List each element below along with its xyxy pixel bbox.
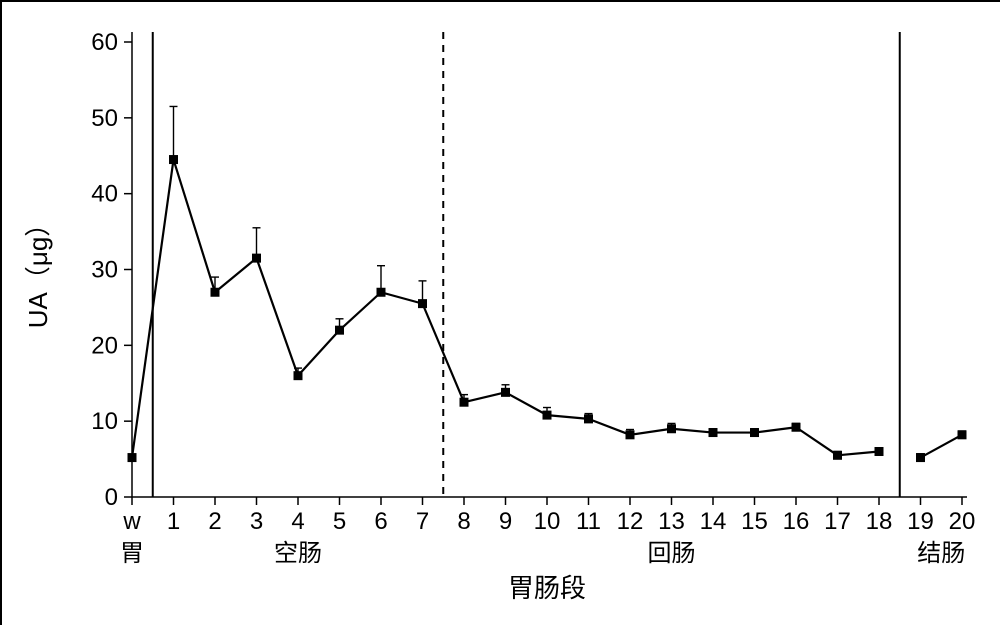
y-tick-label: 60 bbox=[91, 29, 118, 56]
x-tick-label: 3 bbox=[250, 508, 263, 535]
chart-frame: 0102030405060w12345678910111213141516171… bbox=[0, 0, 1000, 625]
y-tick-label: 20 bbox=[91, 332, 118, 359]
x-tick-label: 18 bbox=[866, 508, 893, 535]
data-marker bbox=[501, 388, 510, 397]
data-marker bbox=[875, 447, 884, 456]
x-tick-label: 10 bbox=[534, 508, 561, 535]
x-tick-label: 7 bbox=[416, 508, 429, 535]
x-tick-label: 12 bbox=[617, 508, 644, 535]
data-marker bbox=[252, 254, 261, 263]
data-marker bbox=[709, 428, 718, 437]
y-tick-label: 40 bbox=[91, 181, 118, 208]
data-marker bbox=[211, 288, 220, 297]
x-tick-label: 17 bbox=[824, 508, 851, 535]
data-marker bbox=[377, 288, 386, 297]
data-marker bbox=[916, 453, 925, 462]
y-tick-label: 10 bbox=[91, 408, 118, 435]
y-tick-label: 50 bbox=[91, 105, 118, 132]
x-tick-label: 11 bbox=[576, 508, 601, 535]
x-tick-label: 20 bbox=[949, 508, 976, 535]
data-marker bbox=[543, 411, 552, 420]
data-marker bbox=[169, 155, 178, 164]
data-marker bbox=[418, 299, 427, 308]
x-tick-label: 13 bbox=[658, 508, 685, 535]
x-tick-label: w bbox=[122, 508, 141, 535]
x-tick-label: 15 bbox=[741, 508, 768, 535]
x-tick-label: 2 bbox=[208, 508, 221, 535]
data-marker bbox=[128, 453, 137, 462]
x-tick-label: 9 bbox=[499, 508, 512, 535]
data-marker bbox=[750, 428, 759, 437]
x-axis-label: 胃肠段 bbox=[508, 573, 586, 603]
data-marker bbox=[460, 398, 469, 407]
region-label: 结肠 bbox=[917, 540, 965, 567]
data-marker bbox=[833, 451, 842, 460]
y-axis-label: UA（μg） bbox=[23, 211, 53, 329]
x-tick-label: 14 bbox=[700, 508, 727, 535]
data-marker bbox=[792, 423, 801, 432]
x-tick-label: 5 bbox=[333, 508, 346, 535]
x-tick-label: 6 bbox=[374, 508, 387, 535]
data-marker bbox=[584, 414, 593, 423]
data-marker bbox=[294, 371, 303, 380]
data-marker bbox=[626, 430, 635, 439]
data-marker bbox=[667, 424, 676, 433]
x-tick-label: 8 bbox=[457, 508, 470, 535]
region-label: 胃 bbox=[120, 540, 144, 567]
y-tick-label: 0 bbox=[105, 484, 118, 511]
chart-svg: 0102030405060w12345678910111213141516171… bbox=[2, 2, 1000, 627]
region-label: 回肠 bbox=[648, 540, 696, 567]
data-marker bbox=[335, 326, 344, 335]
x-tick-label: 4 bbox=[291, 508, 304, 535]
data-marker bbox=[958, 430, 967, 439]
x-tick-label: 19 bbox=[907, 508, 934, 535]
region-label: 空肠 bbox=[274, 540, 322, 567]
x-tick-label: 16 bbox=[783, 508, 810, 535]
x-tick-label: 1 bbox=[167, 508, 180, 535]
y-tick-label: 30 bbox=[91, 257, 118, 284]
